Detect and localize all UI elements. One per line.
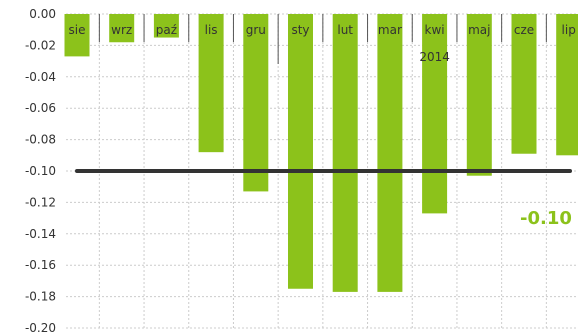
- bar-gru: [243, 14, 269, 192]
- bar-maj: [466, 14, 492, 176]
- bar-mar: [377, 14, 403, 292]
- category-label: sty: [291, 23, 309, 37]
- y-tick-label: -0.04: [25, 70, 56, 84]
- bar-wrz: [109, 14, 135, 43]
- bar-paź: [153, 14, 179, 38]
- category-label: cze: [514, 23, 534, 37]
- y-tick-label: -0.18: [25, 290, 56, 304]
- category-label: lis: [205, 23, 218, 37]
- y-tick-label: -0.12: [25, 195, 56, 209]
- y-axis-tick-labels: 0.00 -0.02 -0.04 -0.06 -0.08 -0.10 -0.12 -0.14 -…: [25, 7, 56, 335]
- y-tick-label: -0.20: [25, 321, 56, 335]
- bars: [64, 14, 578, 292]
- y-tick-label: 0.00: [29, 7, 56, 21]
- y-tick-label: -0.14: [25, 227, 56, 241]
- reference-value-label: -0.10: [520, 208, 572, 229]
- category-label: gru: [246, 23, 266, 37]
- bar-kwi: [422, 14, 448, 214]
- category-separators: [98, 14, 547, 64]
- category-label: lut: [337, 23, 353, 37]
- category-label: kwi: [425, 23, 445, 37]
- bar-lip: [556, 14, 578, 156]
- category-label: paź: [156, 23, 177, 37]
- category-labels: sie wrz paź lis gru sty lut mar kwi maj cze lip: [69, 23, 576, 37]
- category-label: lip: [562, 23, 576, 37]
- y-tick-label: -0.10: [25, 164, 56, 178]
- y-tick-label: -0.08: [25, 133, 56, 147]
- bar-sie: [64, 14, 90, 57]
- year-label: 2014: [419, 50, 450, 64]
- y-tick-label: -0.06: [25, 101, 56, 115]
- category-label: mar: [378, 23, 402, 37]
- category-label: maj: [468, 23, 490, 37]
- y-tick-label: -0.02: [25, 38, 56, 52]
- bar-lis: [198, 14, 224, 153]
- y-tick-label: -0.16: [25, 258, 56, 272]
- bar-sty: [288, 14, 313, 289]
- category-label: wrz: [111, 23, 132, 37]
- bar-cze: [511, 14, 537, 154]
- category-label: sie: [69, 23, 86, 37]
- bar-lut: [332, 14, 358, 292]
